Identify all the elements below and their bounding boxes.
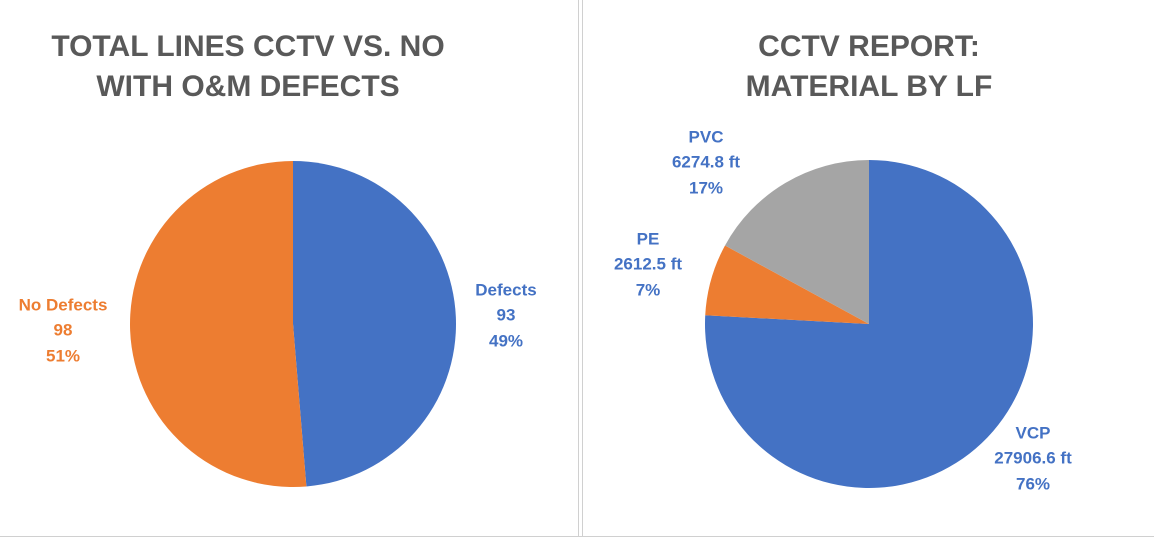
chart-title: WITH O&M DEFECTS — [96, 70, 399, 103]
slice-label: No Defects — [19, 295, 108, 314]
value-label: 27906.6 ft — [994, 448, 1072, 467]
percent-label: 7% — [636, 280, 661, 299]
value-label: 93 — [497, 305, 516, 324]
value-label: 6274.8 ft — [672, 152, 740, 171]
percent-label: 49% — [489, 331, 523, 350]
chart-title: TOTAL LINES CCTV VS. NO — [51, 30, 444, 63]
chart-title: CCTV REPORT: — [758, 30, 980, 63]
pie-slice — [725, 160, 869, 324]
pie-slice — [293, 161, 457, 487]
value-label: 98 — [54, 320, 73, 339]
chart-title: MATERIAL BY LF — [746, 70, 993, 103]
pie-slice — [705, 245, 869, 324]
slice-label: VCP — [1016, 423, 1051, 442]
slice-label: Defects — [475, 280, 536, 299]
percent-label: 76% — [1016, 474, 1050, 493]
pie-slice — [130, 161, 307, 487]
slice-label: PE — [637, 229, 660, 248]
percent-label: 17% — [689, 178, 723, 197]
percent-label: 51% — [46, 346, 80, 365]
value-label: 2612.5 ft — [614, 254, 682, 273]
slice-label: PVC — [689, 127, 724, 146]
